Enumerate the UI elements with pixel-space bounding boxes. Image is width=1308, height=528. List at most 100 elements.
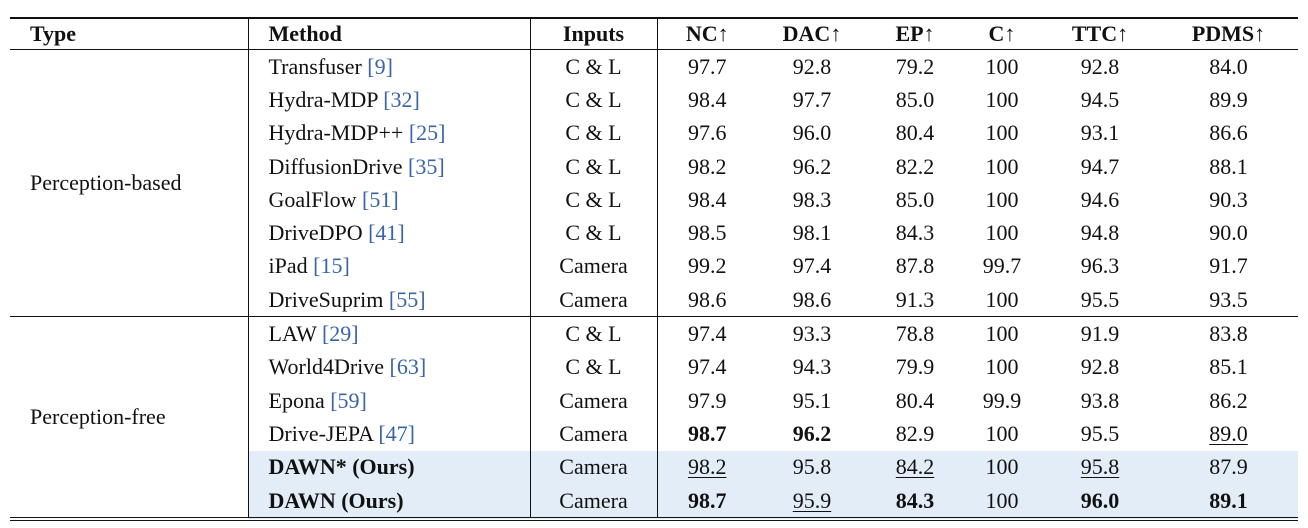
value-cell: 100 — [963, 117, 1041, 150]
value-cell: 84.0 — [1159, 50, 1298, 84]
method-name: GoalFlow — [268, 186, 357, 212]
header-cell: EP↑ — [895, 21, 935, 46]
value: 95.8 — [792, 454, 832, 480]
value-cell: 94.7 — [1041, 150, 1159, 183]
value-cell: 79.2 — [867, 50, 963, 84]
method-cell: World4Drive [63] — [248, 350, 531, 384]
value-cell: 93.1 — [1041, 117, 1159, 150]
value-cell: 100 — [963, 283, 1041, 317]
value: 82.9 — [895, 420, 935, 446]
table-row: DAWN* (Ours) Camera 98.2 95.8 84.2 100 95.8 87.… — [10, 450, 1298, 484]
inputs-cell: C & L — [530, 116, 658, 150]
table-row: iPad [15] Camera 99.2 97.4 87.8 99.7 96.3 91.7 — [10, 249, 1298, 284]
value-cell: 100 — [963, 216, 1041, 249]
value: 100 — [985, 153, 1019, 179]
value: 84.2 — [895, 454, 935, 480]
value-cell: 98.6 — [757, 283, 867, 317]
value-cell: 100 — [963, 183, 1041, 216]
citation: [47] — [378, 420, 415, 446]
table-row: Perception-based Transfuser [9] C & L 97.7 9… — [10, 49, 1298, 317]
header-row: Type Method Inputs NC↑ DAC↑ EP↑ C↑ TTC↑ PDMS↑ — [10, 18, 1298, 50]
value: 95.5 — [1080, 286, 1120, 312]
value: 98.4 — [688, 86, 727, 112]
value-cell: 93.5 — [1159, 283, 1298, 317]
citation: [41] — [368, 220, 405, 246]
method-cell: DiffusionDrive [35] — [248, 149, 531, 184]
value: 92.8 — [1080, 354, 1120, 380]
value: 85.0 — [895, 86, 935, 112]
value-cell: 97.4 — [757, 250, 867, 283]
value-cell: 99.7 — [963, 250, 1041, 283]
inputs-cell: C & L — [530, 49, 658, 84]
value: 86.2 — [1209, 387, 1248, 413]
method-name: DAWN* (Ours) — [268, 454, 415, 480]
value-cell: 89.1 — [1159, 483, 1298, 520]
value-cell: 98.6 — [657, 283, 757, 317]
value-cell: 98.4 — [657, 83, 757, 116]
value-cell: 96.2 — [757, 150, 867, 183]
value: 96.2 — [792, 153, 832, 179]
value-cell: 96.0 — [757, 117, 867, 150]
header-cell: PDMS↑ — [1191, 21, 1266, 46]
inputs-cell: Camera — [530, 283, 658, 317]
value-cell: 85.0 — [867, 183, 963, 216]
value: 90.3 — [1209, 186, 1248, 212]
value-cell: 97.7 — [757, 83, 867, 116]
method-name: DiffusionDrive — [268, 153, 403, 179]
value-cell: 91.9 — [1041, 317, 1159, 351]
value: 98.7 — [688, 487, 727, 513]
value: 89.1 — [1209, 487, 1248, 513]
value-cell: 83.8 — [1159, 317, 1298, 351]
value: 100 — [985, 220, 1019, 246]
value: 87.9 — [1209, 454, 1248, 480]
table-row: Epona [59] Camera 97.9 95.1 80.4 99.9 93.8 86.2 — [10, 383, 1298, 418]
value: 99.7 — [982, 253, 1022, 279]
value: 100 — [985, 186, 1019, 212]
header-cell: TTC↑ — [1071, 21, 1129, 46]
value: 80.4 — [895, 387, 935, 413]
value: 93.5 — [1209, 286, 1248, 312]
value: 94.6 — [1080, 186, 1120, 212]
method-name: World4Drive — [268, 354, 385, 380]
value: 93.1 — [1080, 120, 1120, 146]
value: 79.9 — [895, 354, 935, 380]
inputs-cell: Camera — [530, 383, 658, 418]
value: 85.0 — [895, 186, 935, 212]
inputs-cell: C & L — [530, 350, 658, 384]
value: 80.4 — [895, 120, 935, 146]
value: 89.0 — [1209, 420, 1248, 446]
value-cell: 94.8 — [1041, 216, 1159, 249]
value-cell: 95.8 — [1041, 450, 1159, 484]
value-cell: 92.8 — [1041, 351, 1159, 384]
value: 96.0 — [1080, 487, 1120, 513]
value: 84.0 — [1209, 53, 1248, 79]
citation: [59] — [330, 387, 367, 413]
citation: [35] — [408, 153, 445, 179]
method-cell: DriveDPO [41] — [248, 216, 531, 250]
value-cell: 98.2 — [657, 450, 757, 484]
value-cell: 95.5 — [1041, 283, 1159, 317]
type-cell: Perception-based — [10, 49, 249, 317]
value-cell: 85.0 — [867, 83, 963, 116]
value-cell: 93.3 — [757, 317, 867, 351]
value-cell: 80.4 — [867, 117, 963, 150]
citation: [63] — [389, 354, 427, 380]
method-name: DriveSuprim — [268, 286, 384, 312]
value-cell: 100 — [963, 317, 1041, 351]
table-row: DriveSuprim [55] Camera 98.6 98.6 91.3 100 95.… — [10, 283, 1298, 317]
value: 93.8 — [1080, 387, 1120, 413]
value-cell: 79.9 — [867, 351, 963, 384]
value-cell: 91.3 — [867, 283, 963, 317]
value: 97.9 — [688, 387, 727, 413]
method-name: iPad — [268, 253, 308, 279]
value-cell: 86.2 — [1159, 384, 1298, 417]
method-name: Drive-JEPA — [268, 420, 373, 446]
value-cell: 84.2 — [867, 450, 963, 484]
value-cell: 86.6 — [1159, 117, 1298, 150]
table-row: DAWN (Ours) Camera 98.7 95.9 84.3 100 96.0 89.1 — [10, 483, 1298, 520]
value: 91.7 — [1209, 253, 1248, 279]
citation: [51] — [362, 186, 399, 212]
header-cell: NC↑ — [685, 21, 729, 46]
value-cell: 100 — [963, 351, 1041, 384]
